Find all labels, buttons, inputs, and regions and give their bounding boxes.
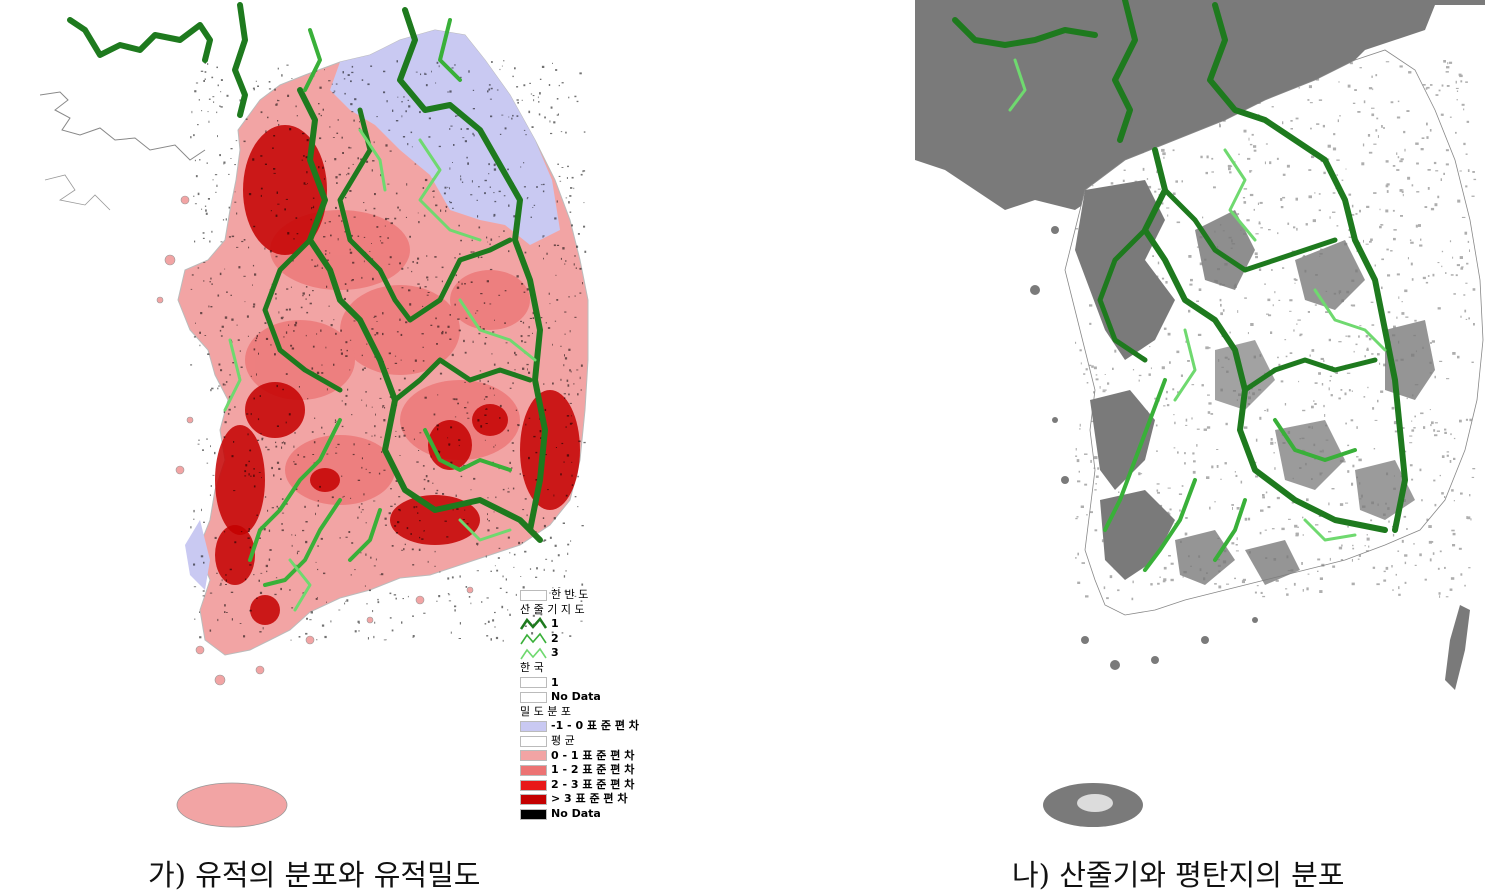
ridge-mid bbox=[423, 428, 512, 472]
ridges-flatland-map-svg bbox=[915, 0, 1485, 840]
legend-label: 3 bbox=[551, 646, 559, 660]
terrain-texture bbox=[1075, 60, 1477, 601]
ridge-mid bbox=[263, 498, 342, 587]
ridge-major bbox=[67, 17, 213, 63]
ridge-minor bbox=[1173, 328, 1197, 402]
legend-row-density: 0 - 1 표 준 편 차 bbox=[520, 749, 655, 764]
ridge-minor bbox=[418, 138, 482, 242]
ridge-major bbox=[1242, 357, 1378, 393]
ridge-mid bbox=[303, 28, 322, 92]
legend-density-title: 밀 도 분 포 bbox=[520, 704, 571, 718]
ridge-minor bbox=[1223, 148, 1257, 242]
legend-label: -1 - 0 표 준 편 차 bbox=[551, 719, 639, 733]
ridge-mid bbox=[1103, 378, 1167, 532]
ridge-major bbox=[297, 87, 543, 543]
ridge-minor bbox=[458, 298, 537, 362]
ridge-minor bbox=[288, 558, 312, 612]
legend-label: > 3 표 준 편 차 bbox=[551, 792, 628, 806]
ridge-major bbox=[397, 7, 548, 533]
legend-row-density: > 3 표 준 편 차 bbox=[520, 792, 655, 807]
map-site-density bbox=[40, 0, 660, 840]
legend-label: 1 - 2 표 준 편 차 bbox=[551, 763, 635, 777]
ridge-major bbox=[1112, 0, 1138, 143]
legend-row-korea: 1 bbox=[520, 676, 655, 691]
ridge-major bbox=[1207, 2, 1408, 533]
islands-right bbox=[1030, 226, 1258, 670]
legend-label: 평 균 bbox=[551, 733, 575, 747]
ridge-lines bbox=[67, 2, 548, 612]
ridge-major bbox=[232, 2, 248, 118]
low-density-west-coast bbox=[185, 520, 210, 590]
legend-label: 0 - 1 표 준 편 차 bbox=[551, 748, 635, 762]
ridge-minor bbox=[1313, 288, 1387, 352]
legend-label: 2 bbox=[551, 631, 559, 645]
ridge-major bbox=[262, 237, 343, 393]
legend-label: 1 bbox=[551, 675, 559, 689]
site-density-map-svg bbox=[40, 2, 589, 828]
ridge-minor bbox=[1008, 58, 1027, 112]
north-terrain bbox=[915, 0, 1485, 210]
ridge-major bbox=[1097, 227, 1148, 363]
jeju-island bbox=[176, 782, 288, 828]
ridge-mid bbox=[248, 418, 342, 562]
ridge-mid bbox=[1143, 478, 1197, 572]
legend-row-density: 2 - 3 표 준 편 차 bbox=[520, 778, 655, 793]
legend-swatch bbox=[520, 617, 547, 631]
legend-row-ridge: 1 bbox=[520, 617, 655, 632]
legend-swatch bbox=[520, 750, 547, 762]
legend-label: No Data bbox=[551, 806, 601, 820]
ridge-major bbox=[952, 17, 1098, 48]
east-island bbox=[1445, 605, 1470, 690]
legend-row-ridge: 2 bbox=[520, 632, 655, 647]
north-coastline-2 bbox=[44, 174, 111, 211]
jeju-hallasan bbox=[1077, 794, 1113, 812]
legend-swatch bbox=[520, 794, 547, 806]
ridge-minor bbox=[458, 518, 512, 542]
ridge-mid bbox=[438, 18, 462, 82]
ridge-lines-right bbox=[952, 0, 1408, 572]
ridge-major bbox=[392, 357, 533, 403]
legend-row-korea: No Data bbox=[520, 690, 655, 705]
legend-label: 2 - 3 표 준 편 차 bbox=[551, 777, 635, 791]
ridge-minor bbox=[1303, 518, 1357, 542]
legend-ridge-title: 산 줄 기 지 도 bbox=[520, 602, 585, 616]
ridge-mid bbox=[348, 508, 382, 562]
legend-swatch bbox=[520, 721, 547, 733]
caption-left: 가) 유적의 분포와 유적밀도 bbox=[148, 858, 481, 892]
low-density-northeast bbox=[330, 30, 560, 245]
ridge-minor bbox=[223, 338, 242, 412]
legend-swatch bbox=[520, 808, 547, 820]
legend-row-ridge: 3 bbox=[520, 646, 655, 661]
legend-label: No Data bbox=[551, 690, 601, 704]
legend-row-density: -1 - 0 표 준 편 차 bbox=[520, 719, 655, 734]
legend-swatch bbox=[520, 691, 547, 703]
legend-swatch bbox=[520, 647, 547, 660]
legend-peninsula: 한 반 도 bbox=[520, 588, 655, 603]
islands bbox=[156, 195, 474, 686]
legend-swatch bbox=[520, 677, 547, 689]
legend-swatch bbox=[520, 735, 547, 747]
legend-row-density: 1 - 2 표 준 편 차 bbox=[520, 763, 655, 778]
ridge-mid bbox=[1213, 498, 1247, 562]
caption-right: 나) 산줄기와 평탄지의 분포 bbox=[1012, 858, 1345, 892]
ridge-mid bbox=[1273, 418, 1357, 462]
legend-korea-title: 한 국 bbox=[520, 660, 544, 674]
legend-label: 한 반 도 bbox=[551, 588, 589, 601]
map-ridges-flatland bbox=[915, 0, 1485, 840]
north-coastline bbox=[40, 91, 206, 161]
legend-row-density: 평 균 bbox=[520, 734, 655, 749]
legend-swatch bbox=[520, 632, 547, 645]
legend-swatch bbox=[520, 779, 547, 791]
legend-label: 1 bbox=[551, 617, 559, 631]
ridge-major bbox=[1162, 187, 1338, 273]
ridge-minor bbox=[358, 128, 387, 192]
ridge-major bbox=[337, 107, 513, 323]
legend-swatch bbox=[520, 589, 547, 601]
legend-row-density: No Data bbox=[520, 807, 655, 822]
legend-swatch bbox=[520, 764, 547, 776]
